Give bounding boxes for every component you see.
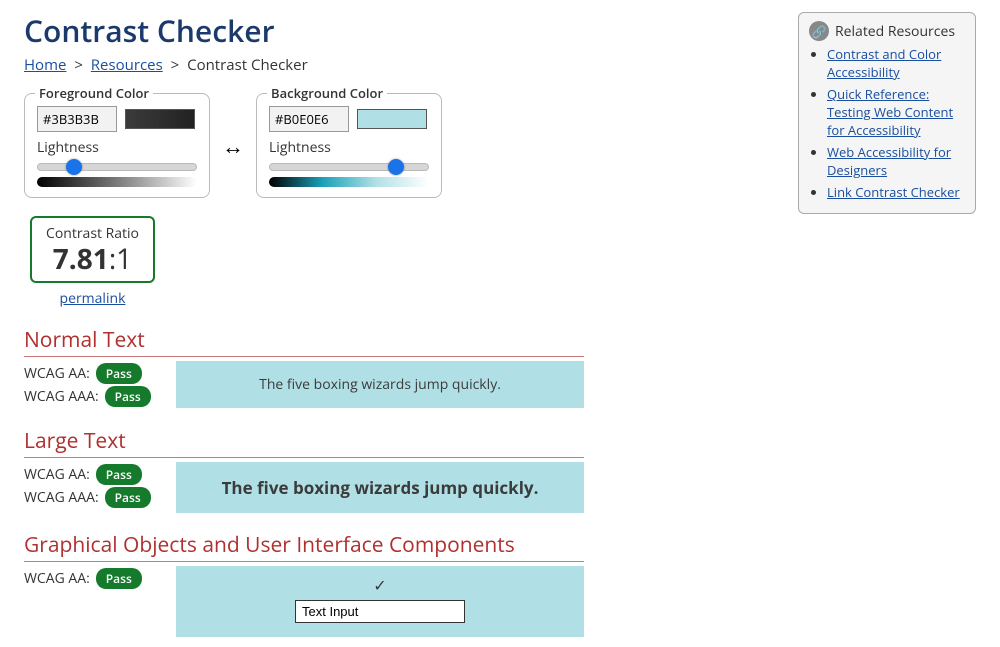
swap-colors-icon[interactable]: ↔ xyxy=(222,131,244,161)
related-link-0[interactable]: Contrast and Color Accessibility xyxy=(827,45,941,81)
normal-sample-box: The five boxing wizards jump quickly. xyxy=(176,361,584,408)
normal-aaa-badge: Pass xyxy=(105,386,151,407)
related-link-1[interactable]: Quick Reference: Testing Web Content for… xyxy=(827,85,953,139)
related-resources-panel: 🔗 Related Resources Contrast and Color A… xyxy=(798,12,976,214)
section-title-normal: Normal Text xyxy=(24,326,584,357)
breadcrumb: Home > Resources > Contrast Checker xyxy=(24,55,584,75)
breadcrumb-sep: > xyxy=(74,55,83,75)
list-item: Web Accessibility for Designers xyxy=(827,143,965,179)
related-link-3[interactable]: Link Contrast Checker xyxy=(827,183,960,201)
breadcrumb-home[interactable]: Home xyxy=(24,55,66,75)
large-sample-text: The five boxing wizards jump quickly. xyxy=(222,476,539,499)
sidebar-heading: 🔗 Related Resources xyxy=(809,21,965,41)
background-gradient-bar xyxy=(269,177,429,187)
check-icon: ✓ xyxy=(373,574,386,596)
link-icon: 🔗 xyxy=(809,21,829,41)
background-color-card: Background Color Lightness xyxy=(256,93,442,198)
foreground-gradient-bar xyxy=(37,177,197,187)
ui-sample-box: ✓ xyxy=(176,566,584,637)
foreground-legend: Foreground Color xyxy=(35,84,153,102)
background-lightness-label: Lightness xyxy=(269,138,429,157)
background-swatch[interactable] xyxy=(357,109,427,129)
normal-sample-text: The five boxing wizards jump quickly. xyxy=(259,375,501,394)
large-aa-label: WCAG AA: xyxy=(24,465,90,484)
background-legend: Background Color xyxy=(267,84,387,102)
breadcrumb-resources[interactable]: Resources xyxy=(91,55,163,75)
normal-aaa-label: WCAG AAA: xyxy=(24,387,99,406)
large-sample-box: The five boxing wizards jump quickly. xyxy=(176,462,584,513)
normal-aa-label: WCAG AA: xyxy=(24,364,90,383)
list-item: Contrast and Color Accessibility xyxy=(827,45,965,81)
foreground-hex-input[interactable] xyxy=(37,106,117,132)
foreground-color-card: Foreground Color Lightness xyxy=(24,93,210,198)
ratio-number: 7.81 xyxy=(53,240,109,278)
ratio-value: 7.81:1 xyxy=(46,245,139,273)
breadcrumb-current: Contrast Checker xyxy=(187,55,308,75)
list-item: Link Contrast Checker xyxy=(827,183,965,201)
page-title: Contrast Checker xyxy=(24,10,584,51)
large-aa-badge: Pass xyxy=(96,464,142,485)
foreground-swatch[interactable] xyxy=(125,109,195,129)
sidebar-heading-text: Related Resources xyxy=(835,22,955,41)
foreground-lightness-label: Lightness xyxy=(37,138,197,157)
permalink-link[interactable]: permalink xyxy=(60,289,126,308)
related-link-2[interactable]: Web Accessibility for Designers xyxy=(827,143,951,179)
contrast-ratio-box: Contrast Ratio 7.81:1 xyxy=(30,216,155,283)
large-aaa-label: WCAG AAA: xyxy=(24,488,99,507)
list-item: Quick Reference: Testing Web Content for… xyxy=(827,85,965,139)
ui-aa-badge: Pass xyxy=(96,568,142,589)
ratio-suffix: :1 xyxy=(109,240,132,278)
background-lightness-slider[interactable] xyxy=(269,163,429,171)
section-title-large: Large Text xyxy=(24,427,584,458)
breadcrumb-sep: > xyxy=(171,55,180,75)
background-slider-thumb[interactable] xyxy=(388,159,404,175)
section-title-ui: Graphical Objects and User Interface Com… xyxy=(24,531,584,562)
foreground-lightness-slider[interactable] xyxy=(37,163,197,171)
normal-aa-badge: Pass xyxy=(96,363,142,384)
large-aaa-badge: Pass xyxy=(105,487,151,508)
background-hex-input[interactable] xyxy=(269,106,349,132)
sample-text-input[interactable] xyxy=(295,600,465,623)
ui-aa-label: WCAG AA: xyxy=(24,569,90,588)
foreground-slider-thumb[interactable] xyxy=(66,159,82,175)
